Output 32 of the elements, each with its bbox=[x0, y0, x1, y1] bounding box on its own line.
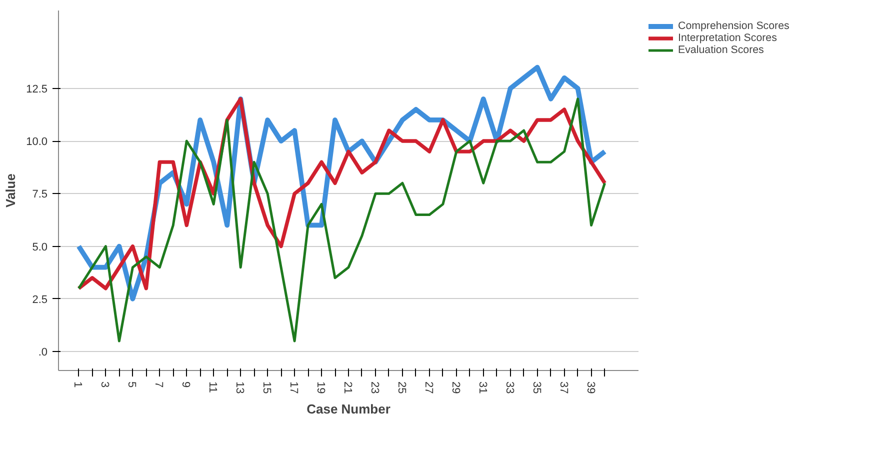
y-tick-label: 10.0 bbox=[26, 136, 48, 148]
x-tick-label: 5 bbox=[126, 382, 138, 388]
x-tick-label: 17 bbox=[288, 382, 300, 394]
x-tick-label: 13 bbox=[234, 382, 246, 394]
x-tick-label: 21 bbox=[342, 382, 354, 394]
legend-label: Interpretation Scores bbox=[678, 32, 777, 44]
x-tick-label: 23 bbox=[368, 382, 380, 394]
x-tick-label: 39 bbox=[584, 382, 596, 394]
x-tick-label: 25 bbox=[395, 382, 408, 394]
x-tick-label: 33 bbox=[503, 382, 516, 394]
x-tick-label: 9 bbox=[180, 382, 192, 388]
y-tick-label: 2.5 bbox=[32, 294, 48, 306]
x-tick-label: 31 bbox=[476, 382, 488, 394]
line-series bbox=[77, 98, 606, 342]
x-tick-label: 3 bbox=[98, 382, 111, 388]
legend-label: Evaluation Scores bbox=[678, 44, 764, 56]
y-axis-title: Value bbox=[3, 174, 18, 208]
x-tick-label: 35 bbox=[530, 382, 542, 394]
y-tick-label: 5.0 bbox=[32, 241, 48, 254]
x-tick-label: 29 bbox=[449, 382, 462, 394]
x-tick-label: 7 bbox=[152, 382, 165, 388]
x-axis-title: Case Number bbox=[306, 402, 390, 417]
x-tick-label: 15 bbox=[260, 382, 273, 394]
y-tick-label: 12.5 bbox=[26, 83, 48, 96]
y-tick-label: 7.5 bbox=[32, 188, 48, 201]
x-tick-label: 27 bbox=[422, 382, 434, 394]
x-tick-label: 37 bbox=[557, 382, 570, 394]
x-tick-label: 11 bbox=[206, 382, 219, 393]
legend-label: Comprehension Scores bbox=[678, 20, 790, 32]
x-tick-label: 1 bbox=[72, 382, 84, 388]
y-tick-label: .0 bbox=[38, 346, 48, 359]
x-tick-label: 19 bbox=[314, 382, 327, 394]
